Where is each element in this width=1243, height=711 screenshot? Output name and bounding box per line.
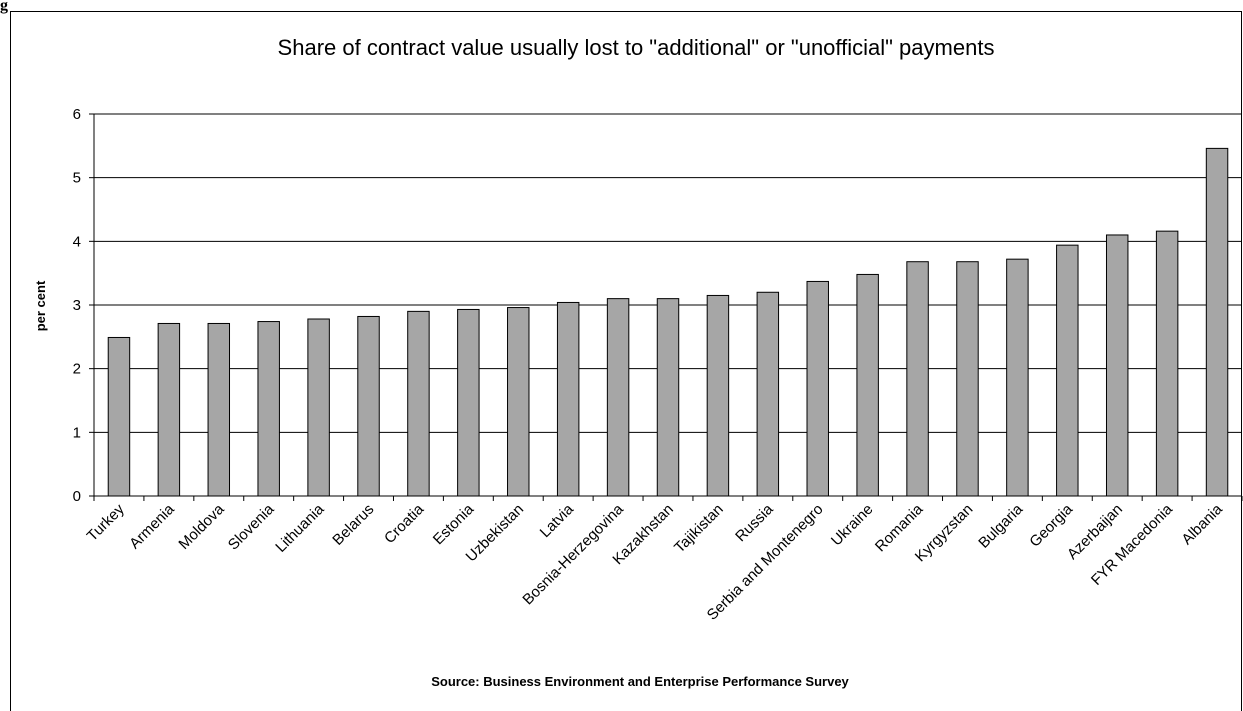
axes (89, 113, 1243, 501)
x-tick-label: Bulgaria (975, 500, 1026, 551)
bar (706, 294, 730, 497)
bar (407, 310, 430, 497)
y-tick-labels: 0 1 2 3 4 5 6 (73, 106, 81, 505)
bars (107, 147, 1229, 497)
x-tick-label: Slovenia (225, 500, 278, 553)
bar (856, 273, 879, 497)
bar (307, 318, 330, 497)
bar (906, 261, 929, 497)
bar (207, 322, 231, 497)
x-tick-label: Russia (732, 500, 777, 545)
x-tick-label: Estonia (430, 500, 478, 548)
y-tick-label: 3 (73, 297, 81, 314)
y-tick-label: 0 (73, 488, 81, 505)
bar (157, 322, 181, 497)
x-tick-label: Armenia (126, 500, 178, 552)
bar (1006, 258, 1029, 497)
bar (556, 301, 580, 497)
y-tick-label: 1 (73, 424, 81, 441)
gridlines (94, 113, 1242, 433)
bar (107, 336, 131, 497)
y-tick-label: 4 (73, 233, 81, 250)
y-tick-label: 2 (73, 361, 81, 378)
source-note: Source: Business Environment and Enterpr… (431, 674, 849, 689)
bar (806, 280, 829, 497)
bar (357, 315, 380, 497)
x-tick-label: Lithuania (272, 500, 328, 556)
x-tick-label: Belarus (329, 501, 377, 549)
x-tick-label: Albania (1178, 500, 1226, 548)
bar (257, 321, 280, 497)
bar (1056, 244, 1079, 497)
y-tick-label: 5 (73, 170, 81, 187)
chart-title: Share of contract value usually lost to … (278, 35, 995, 60)
x-tick-label: Georgia (1026, 500, 1076, 550)
bar (756, 291, 780, 497)
bar (656, 298, 680, 497)
x-tick-label: Turkey (84, 500, 128, 544)
x-tick-label: Latvia (537, 500, 578, 541)
x-tick-label: Tajikistan (671, 501, 727, 557)
y-tick-label: 6 (73, 106, 81, 123)
x-tick-label: Ukraine (828, 501, 877, 550)
x-tick-label: Croatia (381, 500, 428, 547)
bar (606, 298, 630, 497)
bar (1105, 234, 1129, 497)
bar (457, 308, 480, 497)
bar (1205, 147, 1229, 497)
bar (507, 307, 530, 497)
y-axis-label: per cent (33, 280, 48, 331)
x-tick-label: Moldova (175, 500, 228, 553)
bar (956, 261, 979, 497)
figure-label: g (0, 0, 8, 14)
bar (1155, 230, 1179, 497)
